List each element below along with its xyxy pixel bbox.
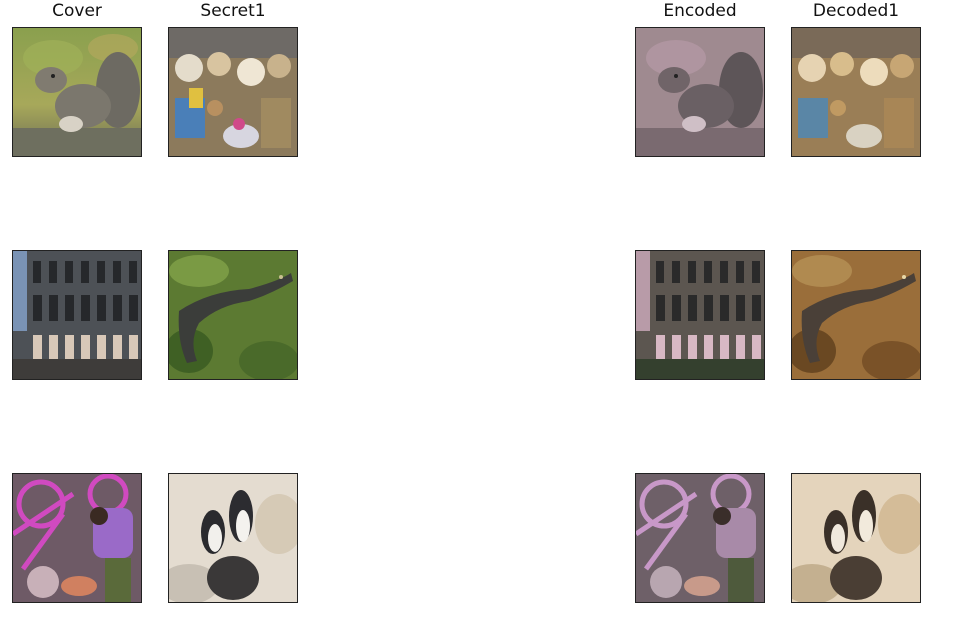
column-title-cover: Cover: [52, 1, 102, 21]
column-title-secret: Secret1: [200, 1, 266, 21]
encoded-image-person-bicycles: [635, 473, 765, 603]
secret-image-market: [168, 27, 298, 157]
encoded-image-colosseum: [635, 250, 765, 380]
decoded-image-market: [791, 27, 921, 157]
cover-image-person-bicycles: [12, 473, 142, 603]
cover-image-squirrel: [12, 27, 142, 157]
decoded-image-alligator: [791, 250, 921, 380]
decoded-image-penguins: [791, 473, 921, 603]
secret-image-alligator: [168, 250, 298, 380]
secret-image-penguins: [168, 473, 298, 603]
encoded-image-squirrel: [635, 27, 765, 157]
column-title-decoded: Decoded1: [812, 1, 900, 21]
cover-image-colosseum: [12, 250, 142, 380]
column-title-encoded: Encoded: [663, 1, 737, 21]
